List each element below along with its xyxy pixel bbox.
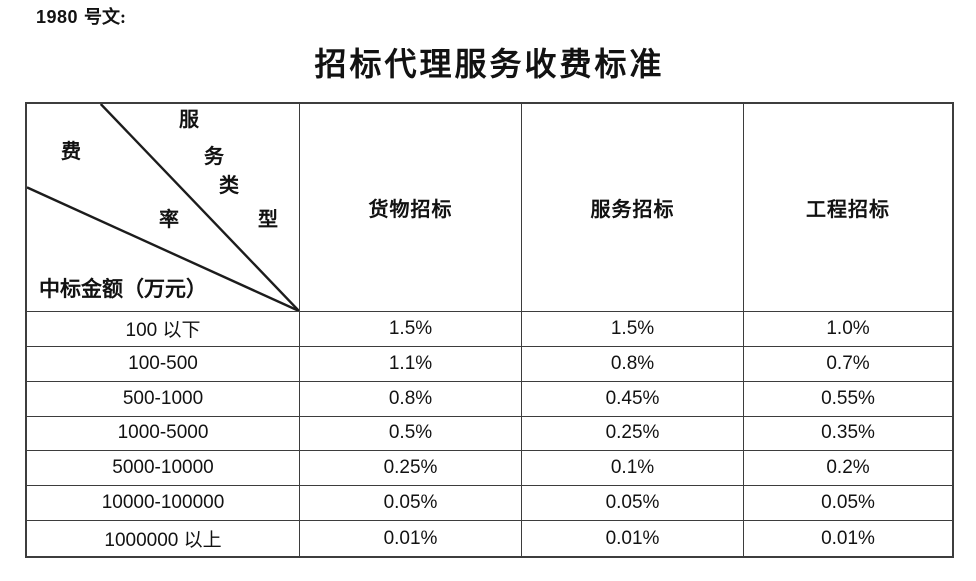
page-title: 招标代理服务收费标准	[314, 46, 665, 82]
row-range-cell: 5000-10000	[27, 451, 300, 487]
diagonal-divider-lines	[27, 104, 299, 311]
row-value-cell: 0.25%	[300, 451, 522, 487]
corner-label-fee-char: 率	[159, 209, 179, 231]
row-value-cell: 0.05%	[300, 486, 522, 522]
row-value-cell: 0.5%	[300, 416, 522, 452]
fee-table: 服 费 务 类 率 型 中标金额（万元） 货物招标 服务招标 工程招标 100 …	[25, 102, 954, 558]
row-value-cell: 0.01%	[522, 521, 744, 556]
row-value-cell: 0.01%	[300, 521, 522, 556]
row-value-cell: 0.45%	[522, 381, 744, 417]
row-value-cell: 1.1%	[300, 346, 522, 382]
row-value-cell: 0.01%	[821, 527, 875, 549]
row-value-cell: 0.25%	[522, 416, 744, 452]
row-value-cell: 1.5%	[300, 312, 522, 347]
row-value-cell: 0.8%	[300, 381, 522, 417]
row-value-cell: 0.55%	[744, 382, 952, 417]
row-range-cell: 1000-5000	[27, 416, 300, 452]
doc-ref-number: 1980	[36, 7, 79, 27]
row-range-cell: 1000000 以上	[27, 521, 300, 556]
corner-label-service-char: 型	[258, 209, 278, 231]
row-value-cell: 0.7%	[744, 347, 952, 382]
doc-ref-label: 号文:	[84, 7, 127, 27]
column-header-service: 服务招标	[522, 104, 744, 312]
corner-label-service-char: 务	[204, 146, 224, 168]
corner-label-fee-char: 费	[61, 141, 81, 163]
column-header-engineering: 工程招标	[744, 104, 952, 312]
row-range-cell: 500-1000	[27, 381, 300, 417]
row-range-cell: 100-500	[27, 346, 300, 382]
row-range-cell: 100 以下	[27, 312, 300, 347]
corner-label-service-char: 服	[179, 109, 199, 131]
corner-label-service-char: 类	[219, 175, 239, 197]
row-range-cell: 10000-100000	[27, 486, 300, 522]
corner-label-amount: 中标金额（万元）	[39, 277, 207, 301]
row-value-cell: 0.1%	[522, 451, 744, 487]
column-header-goods: 货物招标	[300, 104, 522, 312]
row-value-cell: 0.8%	[522, 346, 744, 382]
row-value-cell: 0.2%	[744, 451, 952, 487]
row-value-cell: 1.5%	[522, 312, 744, 347]
corner-header-cell: 服 费 务 类 率 型 中标金额（万元）	[27, 104, 300, 312]
row-value-cell: 0.35%	[744, 417, 952, 452]
row-value-cell: 0.05%	[522, 486, 744, 522]
doc-ref: 1980 号文:	[36, 6, 126, 28]
row-value-cell: 1.0%	[744, 312, 952, 347]
row-value-cell: 0.05%	[744, 486, 952, 522]
